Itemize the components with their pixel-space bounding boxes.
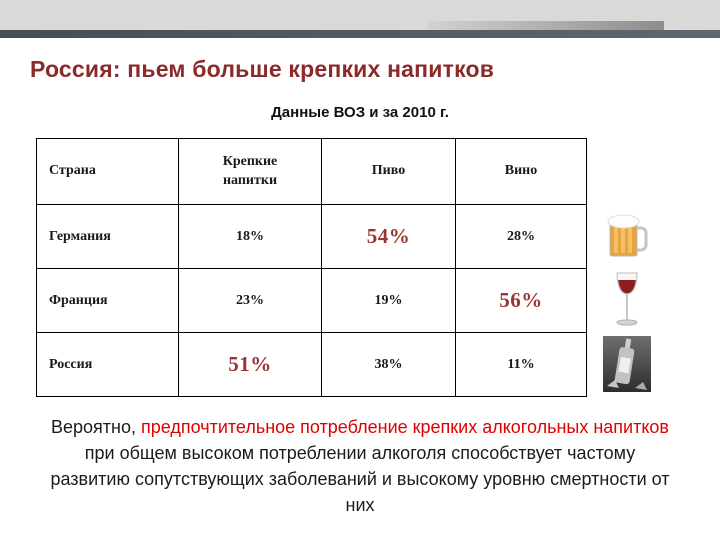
row-icons-column [595, 138, 659, 396]
dark-stripe-decoration [0, 30, 720, 38]
column-header-wine: Вино [455, 138, 587, 205]
slide-title: Россия: пьем больше крепких напитков [30, 56, 495, 82]
cell-wine-russia: 11% [455, 332, 587, 397]
cell-beer-france: 19% [321, 268, 456, 333]
cell-beer-russia: 38% [321, 332, 456, 397]
cell-country-germany: Германия [36, 204, 179, 269]
accent-stripe-decoration [428, 21, 664, 30]
table-area: Страна Крепкие напитки Пиво Вино Германи… [36, 138, 659, 397]
cell-wine-france-highlighted: 56% [455, 268, 587, 333]
cell-spirits-germany: 18% [178, 204, 322, 269]
column-header-beer: Пиво [321, 138, 456, 205]
cell-country-france: Франция [36, 268, 179, 333]
cell-spirits-russia-highlighted: 51% [178, 332, 322, 397]
vodka-bottle-icon [595, 332, 659, 396]
conclusion-black-intro: Вероятно, [50, 417, 141, 437]
consumption-table: Страна Крепкие напитки Пиво Вино Германи… [36, 138, 587, 397]
conclusion-black-rest: при общем высоком потреблении алкоголя с… [50, 443, 670, 516]
cell-wine-germany: 28% [455, 204, 587, 269]
column-header-country: Страна [36, 138, 179, 205]
table-row-germany: Германия 18% 54% 28% [36, 204, 587, 269]
column-header-spirits: Крепкие напитки [178, 138, 322, 205]
table-row-russia: Россия 51% 38% 11% [36, 332, 587, 397]
table-row-france: Франция 23% 19% 56% [36, 268, 587, 333]
wine-glass-icon [595, 268, 659, 332]
conclusion-text: Вероятно, предпочтительное потребление к… [45, 414, 675, 518]
cell-country-russia: Россия [36, 332, 179, 397]
slide-subtitle: Данные ВОЗ и за 2010 г. [271, 104, 449, 121]
conclusion-red-emphasis: предпочтительное потребление крепких алк… [140, 417, 669, 437]
cell-beer-germany-highlighted: 54% [321, 204, 456, 269]
cell-spirits-france: 23% [178, 268, 322, 333]
table-header-row: Страна Крепкие напитки Пиво Вино [36, 138, 587, 205]
beer-mug-icon [595, 204, 659, 268]
